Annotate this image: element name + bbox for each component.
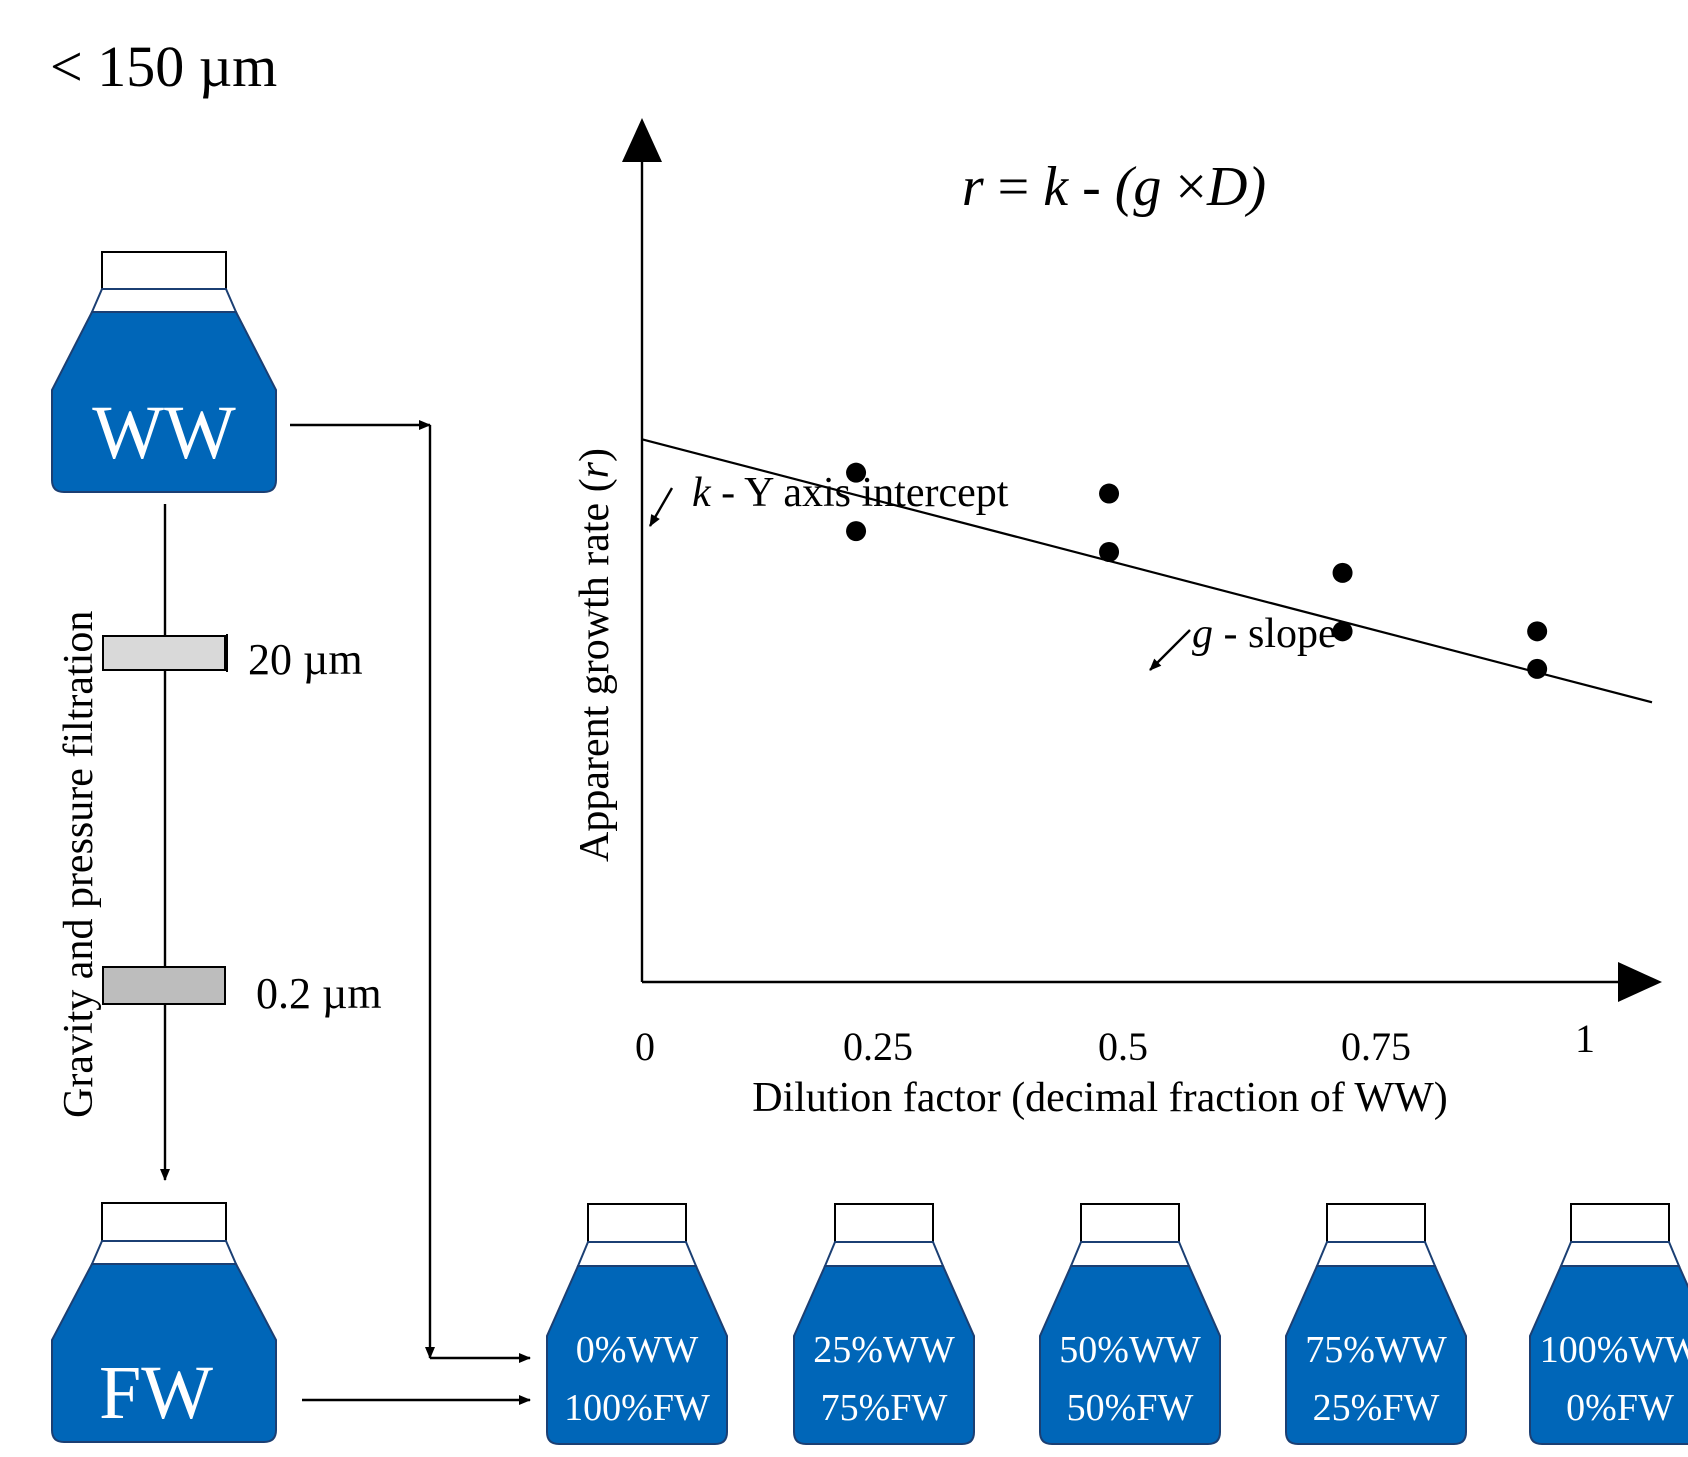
dilution-fw-label: 25%FW bbox=[1313, 1387, 1440, 1429]
dilution-bottle-body bbox=[1529, 1265, 1688, 1445]
dilution-bottle-neck bbox=[576, 1241, 698, 1267]
filtration-label: Gravity and pressure filtration bbox=[56, 611, 102, 1118]
equation-close: ) bbox=[1244, 156, 1266, 218]
y-axis-label: Apparent growth rate (r) bbox=[572, 448, 618, 862]
intercept-pointer bbox=[648, 487, 674, 527]
equation-times: × bbox=[1161, 156, 1207, 218]
ww-bottle-neck bbox=[90, 288, 238, 313]
data-point bbox=[1099, 483, 1120, 504]
data-point bbox=[1527, 621, 1548, 642]
x-tick-label: 0.5 bbox=[1098, 1024, 1148, 1069]
intercept-annotation: k - Y axis intercept bbox=[692, 470, 1009, 516]
dilution-bottle-body bbox=[1039, 1265, 1221, 1445]
dilution-bottle: 50%WW 50%FW bbox=[1039, 1203, 1221, 1445]
dilution-bottle-cap bbox=[587, 1203, 687, 1243]
equation-r: r bbox=[962, 156, 984, 218]
dilution-bottle-body bbox=[1285, 1265, 1467, 1445]
dilution-bottle: 25%WW 75%FW bbox=[793, 1203, 975, 1445]
slope-var: g bbox=[1192, 611, 1213, 657]
dilution-bottle-neck bbox=[1559, 1241, 1681, 1267]
y-axis-label-prefix: Apparent growth rate ( bbox=[572, 478, 618, 862]
ww-bottle: WW bbox=[51, 251, 277, 493]
equation-d: D bbox=[1206, 156, 1247, 218]
equation-minus: - ( bbox=[1068, 156, 1137, 218]
dilution-ww-label: 75%WW bbox=[1305, 1329, 1447, 1371]
data-point bbox=[1332, 621, 1353, 642]
dilution-ww-label: 25%WW bbox=[813, 1329, 955, 1371]
dilution-bottle-cap bbox=[1326, 1203, 1426, 1243]
dilution-ww-label: 0%WW bbox=[576, 1329, 699, 1371]
size-fraction-title: < 150 µm bbox=[50, 34, 277, 99]
dilution-bottle-cap bbox=[1080, 1203, 1180, 1243]
fw-bottle-body bbox=[51, 1263, 277, 1443]
y-axis-label-suffix: ) bbox=[572, 448, 618, 462]
dilution-bottle-cap bbox=[834, 1203, 934, 1243]
filter-0-2um bbox=[102, 966, 226, 1005]
filter-20um bbox=[102, 635, 226, 671]
fw-bottle-label: FW bbox=[99, 1351, 213, 1435]
slope-text: - slope bbox=[1213, 611, 1337, 657]
data-point bbox=[846, 521, 867, 542]
data-point bbox=[1099, 542, 1120, 562]
ww-bottle-cap bbox=[101, 251, 227, 290]
data-point bbox=[846, 462, 867, 483]
data-point bbox=[1527, 658, 1548, 679]
equation-g: g bbox=[1133, 156, 1161, 218]
dilution-ww-label: 50%WW bbox=[1059, 1329, 1201, 1371]
dilution-bottle: 0%WW 100%FW bbox=[546, 1203, 728, 1445]
x-tick-label: 0.25 bbox=[843, 1024, 913, 1069]
x-tick-labels: 0 0.25 0.5 0.75 1 bbox=[635, 1016, 1595, 1069]
dilution-ww-label: 100%WW bbox=[1540, 1329, 1688, 1371]
dilution-bottle-neck bbox=[1315, 1241, 1437, 1267]
slope-pointer bbox=[1149, 629, 1191, 671]
x-tick-label: 0 bbox=[635, 1024, 655, 1069]
ww-bottle-body bbox=[51, 311, 277, 493]
dilution-bottle-body bbox=[546, 1265, 728, 1445]
equation-eq: = bbox=[984, 156, 1044, 218]
dilution-bottle-cap bbox=[1570, 1203, 1670, 1243]
dilution-bottles: 0%WW 100%FW 25%WW 75%FW 50%WW 50%FW 75%WW 25%FW… bbox=[546, 1203, 1688, 1445]
filter-0-2um-label: 0.2 µm bbox=[256, 969, 382, 1018]
fw-bottle-cap bbox=[101, 1202, 227, 1242]
equation-k: k bbox=[1043, 156, 1069, 218]
y-axis-label-var: r bbox=[572, 461, 618, 478]
x-axis-label: Dilution factor (decimal fraction of WW) bbox=[752, 1075, 1447, 1121]
dilution-fw-label: 100%FW bbox=[564, 1387, 710, 1429]
filter-20um-label: 20 µm bbox=[248, 635, 363, 684]
dilution-bottle-body bbox=[793, 1265, 975, 1445]
dilution-fw-label: 75%FW bbox=[821, 1387, 948, 1429]
fw-bottle-neck bbox=[90, 1240, 238, 1265]
growth-equation: r = k - (g ×D) bbox=[962, 156, 1266, 218]
x-tick-label: 0.75 bbox=[1341, 1024, 1411, 1069]
fw-bottle: FW bbox=[51, 1202, 277, 1443]
dilution-bottle: 100%WW 0%FW bbox=[1529, 1203, 1688, 1445]
data-point bbox=[1332, 562, 1353, 583]
growth-chart: r = k - (g ×D) Apparent growth rate (r) … bbox=[572, 118, 1662, 1121]
dilution-bottle-neck bbox=[823, 1241, 945, 1267]
slope-annotation: g - slope bbox=[1192, 611, 1337, 657]
regression-line bbox=[641, 438, 1653, 704]
x-tick-label: 1 bbox=[1575, 1016, 1595, 1061]
dilution-bottle-neck bbox=[1069, 1241, 1191, 1267]
dilution-bottle: 75%WW 25%FW bbox=[1285, 1203, 1467, 1445]
intercept-text: - Y axis intercept bbox=[711, 470, 1009, 516]
dilution-fw-label: 50%FW bbox=[1067, 1387, 1194, 1429]
plot-area bbox=[641, 438, 1653, 704]
dilution-fw-label: 0%FW bbox=[1566, 1387, 1674, 1429]
ww-bottle-label: WW bbox=[92, 391, 236, 475]
intercept-var: k bbox=[692, 470, 712, 516]
